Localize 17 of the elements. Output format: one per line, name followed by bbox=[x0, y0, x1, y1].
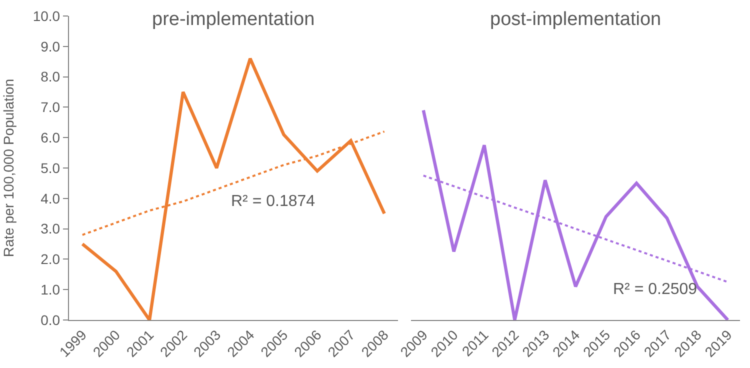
y-tick-label: 4.0 bbox=[40, 190, 60, 206]
y-tick-label: 5.0 bbox=[40, 160, 60, 176]
chart-title: pre-implementation bbox=[152, 9, 315, 30]
line-series bbox=[80, 56, 386, 320]
y-tick-label: 6.0 bbox=[40, 130, 60, 146]
y-tick-label: 7.0 bbox=[40, 99, 60, 116]
chart-title: post-implementation bbox=[490, 9, 662, 30]
y-tick-label: 10.0 bbox=[32, 8, 60, 24]
annotation: R² = 0.1874 bbox=[231, 193, 316, 210]
y-axis-title: Rate per 100,000 Population bbox=[0, 78, 16, 258]
y-tick-label: 3.0 bbox=[40, 220, 60, 237]
y-tick-label: 8.0 bbox=[40, 68, 60, 85]
y-tick-label: 2.0 bbox=[40, 251, 60, 268]
annotation: R² = 0.2509 bbox=[613, 281, 698, 298]
y-tick-label: 9.0 bbox=[40, 38, 60, 54]
y-tick-label: 0.0 bbox=[40, 312, 60, 328]
y-tick-label: 1.0 bbox=[40, 282, 60, 298]
